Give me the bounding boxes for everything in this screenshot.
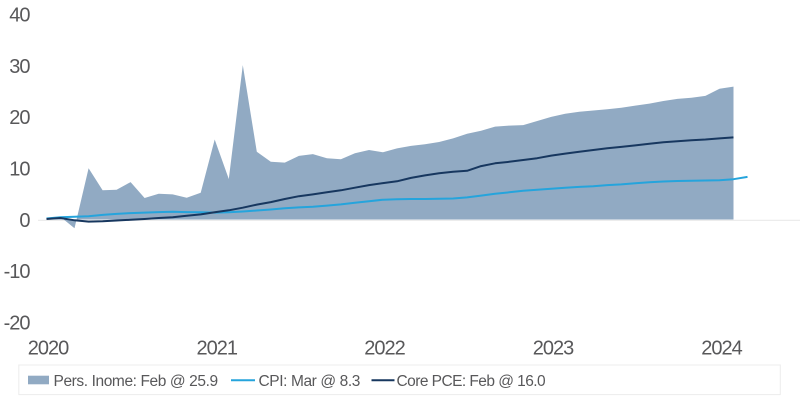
svg-text:20: 20	[9, 107, 30, 129]
svg-text:Pers. Inome: Feb @ 25.9: Pers. Inome: Feb @ 25.9	[54, 373, 218, 390]
svg-text:CPI: Mar @ 8.3: CPI: Mar @ 8.3	[259, 373, 360, 390]
svg-text:2021: 2021	[197, 337, 238, 359]
svg-text:0: 0	[19, 210, 30, 232]
svg-text:Core PCE: Feb @ 16.0: Core PCE: Feb @ 16.0	[397, 373, 547, 390]
svg-text:30: 30	[9, 56, 30, 78]
svg-text:2020: 2020	[28, 337, 69, 359]
svg-text:2023: 2023	[533, 337, 574, 359]
svg-text:2024: 2024	[701, 337, 742, 359]
svg-text:2022: 2022	[364, 337, 405, 359]
svg-text:10: 10	[9, 159, 30, 181]
svg-text:40: 40	[9, 5, 30, 27]
svg-text:-10: -10	[4, 261, 31, 283]
svg-text:-20: -20	[4, 312, 31, 334]
